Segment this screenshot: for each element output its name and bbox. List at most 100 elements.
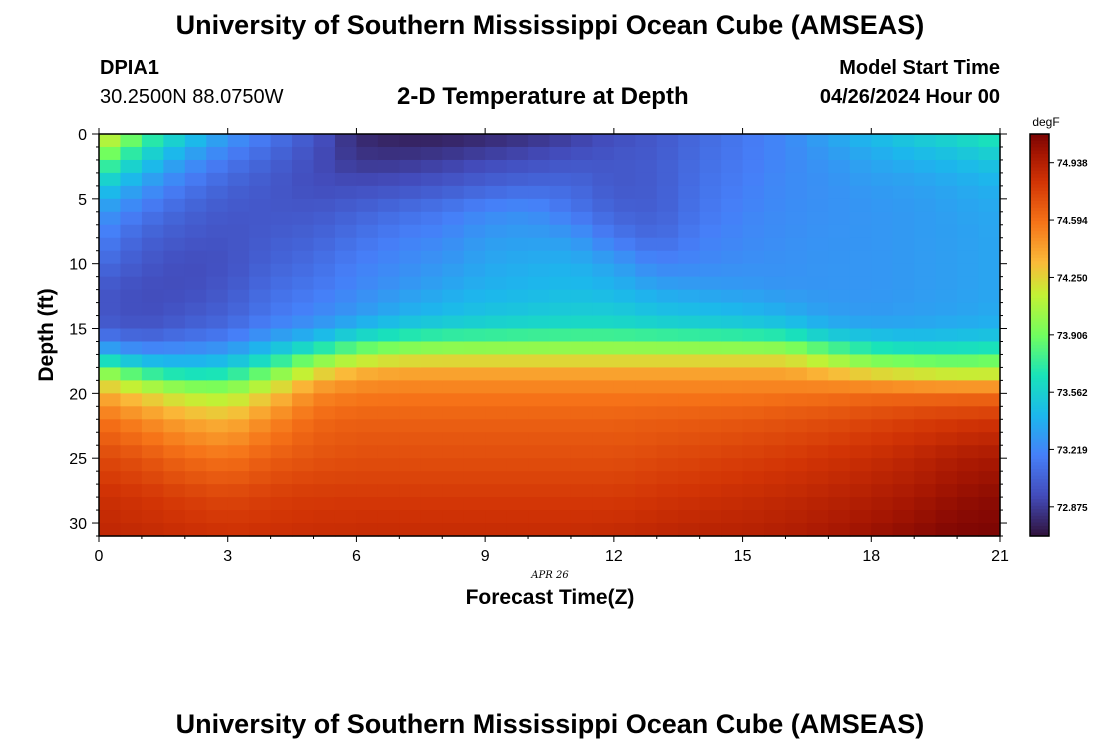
colorbar-step bbox=[1030, 331, 1049, 336]
heatmap-cell bbox=[957, 159, 980, 174]
heatmap-cell bbox=[420, 445, 443, 459]
heatmap-cell bbox=[141, 276, 164, 291]
heatmap-cell bbox=[678, 263, 701, 278]
heatmap-cell bbox=[892, 458, 915, 472]
heatmap-cell bbox=[399, 172, 422, 187]
heatmap-cell bbox=[270, 289, 293, 304]
heatmap-cell bbox=[249, 146, 272, 161]
heatmap-cell bbox=[292, 445, 315, 459]
heatmap-cell bbox=[613, 185, 636, 200]
heatmap-cell bbox=[592, 146, 615, 161]
heatmap-cell bbox=[592, 445, 615, 459]
heatmap-cell bbox=[828, 185, 851, 200]
heatmap-cell bbox=[227, 445, 250, 459]
colorbar-step bbox=[1030, 515, 1049, 520]
heatmap-cell bbox=[935, 432, 958, 446]
heatmap-cell bbox=[764, 263, 787, 278]
colorbar-step bbox=[1030, 257, 1049, 262]
heatmap-cell bbox=[377, 484, 400, 498]
heatmap-cell bbox=[356, 134, 379, 148]
heatmap-cell bbox=[806, 263, 829, 278]
heatmap-cell bbox=[442, 289, 465, 304]
heatmap-cell bbox=[785, 146, 808, 161]
heatmap-cell bbox=[592, 328, 615, 343]
heatmap-cell bbox=[227, 315, 250, 330]
heatmap-cell bbox=[99, 224, 122, 239]
colorbar-step bbox=[1030, 509, 1049, 514]
heatmap-cell bbox=[785, 315, 808, 330]
heatmap-cell bbox=[313, 354, 336, 369]
heatmap-cell bbox=[914, 484, 937, 498]
heatmap-cell bbox=[871, 302, 894, 317]
heatmap-cell bbox=[442, 354, 465, 369]
heatmap-cell bbox=[699, 406, 722, 420]
heatmap-cell bbox=[270, 354, 293, 369]
heatmap-cell bbox=[957, 406, 980, 420]
heatmap-cell bbox=[828, 237, 851, 252]
heatmap-cell bbox=[549, 354, 572, 369]
heatmap-cell bbox=[420, 263, 443, 278]
heatmap-cell bbox=[270, 211, 293, 226]
heatmap-cell bbox=[592, 263, 615, 278]
heatmap-cell bbox=[635, 484, 658, 498]
heatmap-cell bbox=[785, 250, 808, 265]
colorbar-step bbox=[1030, 211, 1049, 215]
heatmap-cell bbox=[764, 354, 787, 369]
heatmap-cell bbox=[764, 172, 787, 187]
heatmap-cell bbox=[570, 523, 593, 537]
heatmap-cell bbox=[420, 432, 443, 446]
heatmap-cell bbox=[377, 198, 400, 213]
heatmap-cell bbox=[420, 250, 443, 265]
heatmap-cell bbox=[892, 367, 915, 381]
heatmap-cell bbox=[549, 445, 572, 459]
heatmap-cell bbox=[463, 432, 486, 446]
heatmap-cell bbox=[141, 432, 164, 446]
heatmap-cell bbox=[163, 406, 186, 420]
heatmap-cell bbox=[506, 250, 529, 265]
heatmap-cell bbox=[485, 159, 508, 174]
heatmap-cell bbox=[377, 302, 400, 317]
heatmap-cell bbox=[420, 198, 443, 213]
heatmap-cell bbox=[871, 289, 894, 304]
heatmap-cell bbox=[721, 393, 744, 407]
heatmap-cell bbox=[184, 341, 207, 356]
heatmap-cell bbox=[935, 146, 958, 161]
heatmap-cell bbox=[163, 263, 186, 278]
colorbar-unit: degF bbox=[1032, 115, 1059, 129]
heatmap-cell bbox=[742, 211, 765, 226]
heatmap-cell bbox=[656, 146, 679, 161]
heatmap-cell bbox=[313, 146, 336, 161]
heatmap-cell bbox=[506, 198, 529, 213]
colorbar-step bbox=[1030, 505, 1049, 510]
heatmap-cell bbox=[206, 237, 229, 252]
heatmap-cell bbox=[592, 315, 615, 330]
heatmap-cell bbox=[806, 523, 829, 537]
heatmap-cell bbox=[442, 224, 465, 239]
heatmap-cell bbox=[163, 198, 186, 213]
heatmap-cell bbox=[785, 445, 808, 459]
heatmap-cell bbox=[227, 159, 250, 174]
heatmap-cell bbox=[377, 510, 400, 524]
heatmap-cell bbox=[849, 198, 872, 213]
heatmap-cell bbox=[635, 237, 658, 252]
heatmap-cell bbox=[828, 302, 851, 317]
heatmap-cell bbox=[678, 185, 701, 200]
heatmap-cell bbox=[678, 432, 701, 446]
heatmap-cell bbox=[742, 419, 765, 433]
heatmap-cell bbox=[613, 406, 636, 420]
heatmap-cell bbox=[528, 211, 551, 226]
heatmap-cell bbox=[356, 445, 379, 459]
heatmap-cell bbox=[828, 458, 851, 472]
heatmap-cell bbox=[399, 367, 422, 381]
heatmap-cell bbox=[120, 523, 143, 537]
heatmap-cell bbox=[785, 341, 808, 356]
heatmap-cell bbox=[120, 471, 143, 485]
heatmap-cell bbox=[313, 406, 336, 420]
heatmap-cell bbox=[656, 211, 679, 226]
heatmap-cell bbox=[635, 289, 658, 304]
heatmap-cell bbox=[742, 172, 765, 187]
colorbar-step bbox=[1030, 489, 1049, 494]
heatmap-cell bbox=[742, 484, 765, 498]
heatmap-cell bbox=[935, 276, 958, 291]
heatmap-cell bbox=[163, 237, 186, 252]
